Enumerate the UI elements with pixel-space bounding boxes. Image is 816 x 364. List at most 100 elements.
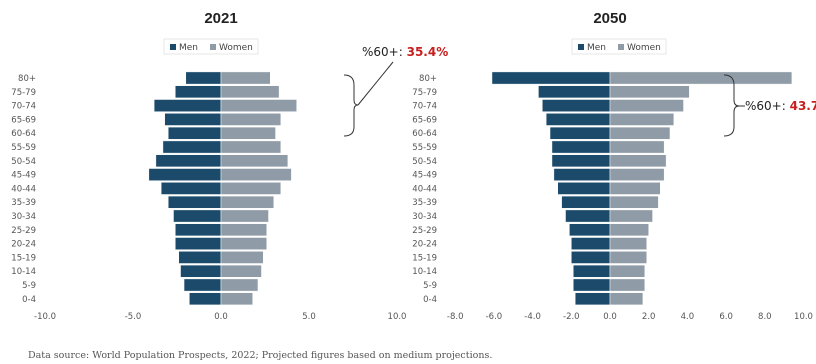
- bar-women-20-24: [609, 237, 648, 250]
- bar-men-50-54: [551, 154, 611, 168]
- bar-women-50-54: [220, 154, 289, 168]
- age-label-45-49: 45-49: [412, 171, 437, 181]
- bar-men-55-59: [551, 140, 611, 154]
- x-tick-label: -10.0: [34, 312, 56, 322]
- age-label-5-9: 5-9: [423, 281, 437, 291]
- bar-women-70-74: [220, 99, 297, 112]
- x-tick-label: 5.0: [302, 312, 316, 322]
- annotation-leader: [357, 61, 394, 106]
- bar-women-0-4: [220, 292, 253, 306]
- age-label-55-59: 55-59: [11, 143, 36, 153]
- bar-women-60-64: [220, 126, 276, 140]
- bar-women-60-64: [609, 126, 671, 140]
- bar-women-25-29: [220, 223, 268, 237]
- annotation-text: %60+: 43.7%: [745, 99, 816, 113]
- bar-women-80+: [609, 71, 793, 85]
- age-label-35-39: 35-39: [11, 198, 36, 208]
- bar-men-5-9: [572, 278, 611, 292]
- x-tick-label: -2.0: [563, 312, 580, 322]
- age-label-55-59: 55-59: [412, 143, 437, 153]
- bar-men-0-4: [189, 292, 222, 306]
- age-label-65-69: 65-69: [11, 115, 36, 125]
- bar-men-70-74: [542, 99, 611, 112]
- bar-men-15-19: [571, 251, 611, 264]
- bar-men-45-49: [148, 168, 222, 181]
- chart-title-2021: 2021: [204, 10, 237, 27]
- age-label-30-34: 30-34: [412, 212, 437, 222]
- age-label-65-69: 65-69: [412, 115, 437, 125]
- age-label-10-14: 10-14: [412, 267, 437, 277]
- bar-women-15-19: [220, 251, 264, 264]
- bar-women-20-24: [220, 237, 268, 250]
- bar-men-70-74: [153, 99, 222, 112]
- bar-women-65-69: [220, 113, 282, 126]
- age-label-70-74: 70-74: [11, 102, 36, 112]
- bar-men-25-29: [569, 223, 611, 237]
- bar-women-15-19: [609, 251, 648, 264]
- x-tick-label: -4.0: [524, 312, 541, 322]
- annotation-label: %60+:: [362, 45, 407, 59]
- bar-women-75-79: [609, 85, 690, 99]
- bar-women-55-59: [609, 140, 665, 154]
- age-label-60-64: 60-64: [412, 129, 437, 139]
- age-label-25-29: 25-29: [11, 226, 36, 236]
- bar-women-75-79: [220, 85, 280, 99]
- legend-label-women: Women: [627, 43, 661, 53]
- age-label-35-39: 35-39: [412, 198, 437, 208]
- bar-men-55-59: [162, 140, 222, 154]
- bar-men-10-14: [180, 264, 222, 278]
- age-label-30-34: 30-34: [11, 212, 36, 222]
- age-label-60-64: 60-64: [11, 129, 36, 139]
- bar-women-45-49: [220, 168, 292, 181]
- age-label-70-74: 70-74: [412, 102, 437, 112]
- age-label-50-54: 50-54: [412, 157, 437, 167]
- bar-women-70-74: [609, 99, 684, 112]
- bar-women-55-59: [220, 140, 282, 154]
- x-tick-label: 0.0: [603, 312, 617, 322]
- bar-women-5-9: [609, 278, 646, 292]
- bar-men-0-4: [574, 292, 611, 306]
- bar-men-40-44: [160, 182, 222, 195]
- x-tick-label: 6.0: [719, 312, 733, 322]
- bar-men-60-64: [167, 126, 222, 140]
- bar-women-25-29: [609, 223, 649, 237]
- bar-men-40-44: [557, 182, 611, 195]
- x-tick-label: 0.0: [214, 312, 228, 322]
- bar-men-20-24: [174, 237, 222, 250]
- x-tick-label: 10.0: [794, 312, 813, 322]
- annotation-text: %60+: 35.4%: [362, 45, 448, 59]
- age-label-50-54: 50-54: [11, 157, 36, 167]
- bar-men-30-34: [173, 209, 222, 223]
- legend-label-men: Men: [179, 43, 198, 53]
- bar-men-30-34: [565, 209, 611, 223]
- bar-men-65-69: [164, 113, 222, 126]
- age-label-25-29: 25-29: [412, 226, 437, 236]
- x-tick-label: 4.0: [681, 312, 695, 322]
- legend-swatch-men: [578, 44, 584, 50]
- bar-women-40-44: [220, 182, 282, 195]
- bar-men-75-79: [174, 85, 222, 99]
- x-tick-label: -8.0: [447, 312, 464, 322]
- bar-women-30-34: [609, 209, 653, 223]
- age-label-15-19: 15-19: [412, 253, 437, 263]
- legend-label-men: Men: [587, 43, 606, 53]
- x-tick-label: -5.0: [125, 312, 142, 322]
- bar-women-65-69: [609, 113, 675, 126]
- bar-men-45-49: [553, 168, 611, 181]
- bar-men-35-39: [561, 195, 611, 209]
- bar-men-5-9: [183, 278, 222, 292]
- x-tick-label: 8.0: [758, 312, 772, 322]
- bar-women-35-39: [609, 195, 659, 209]
- bar-women-10-14: [609, 264, 646, 278]
- bar-women-30-34: [220, 209, 269, 223]
- age-label-80+: 80+: [18, 74, 36, 84]
- bar-men-80+: [491, 71, 611, 85]
- legend-swatch-women: [618, 44, 624, 50]
- age-label-75-79: 75-79: [11, 88, 36, 98]
- x-tick-label: -6.0: [486, 312, 503, 322]
- age-label-0-4: 0-4: [22, 295, 36, 305]
- legend-swatch-men: [170, 44, 176, 50]
- age-label-75-79: 75-79: [412, 88, 437, 98]
- bar-men-60-64: [549, 126, 611, 140]
